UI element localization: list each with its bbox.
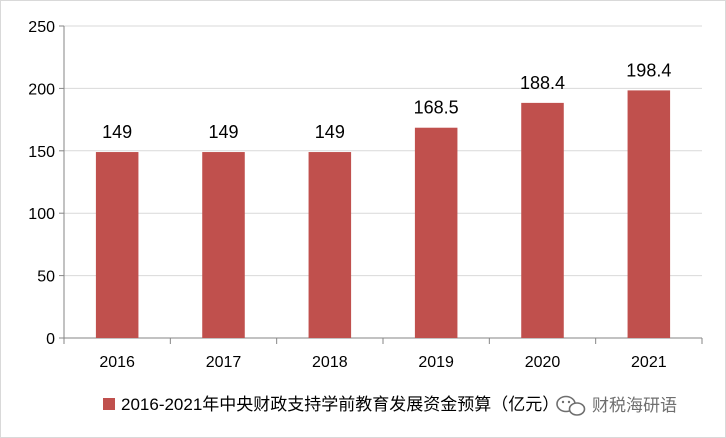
x-tick-label-2017: 2017 bbox=[206, 354, 242, 371]
y-tick-label: 50 bbox=[37, 269, 55, 286]
bar-2018 bbox=[308, 152, 352, 338]
bars bbox=[95, 90, 671, 339]
x-tick-label-2019: 2019 bbox=[418, 354, 454, 371]
y-tick-label: 200 bbox=[28, 81, 55, 98]
x-tick-labels: 2016 2017 2018 2019 2020 2021 bbox=[99, 354, 666, 371]
y-tick-label: 0 bbox=[46, 331, 55, 348]
bar-2017 bbox=[202, 152, 245, 338]
axes bbox=[59, 25, 703, 344]
y-tick-label: 150 bbox=[28, 144, 55, 161]
legend: 2016-2021年中央财政支持学前教育发展资金预算（亿元） bbox=[103, 395, 559, 414]
data-label-2016: 149 bbox=[102, 122, 132, 142]
x-tick-label-2016: 2016 bbox=[99, 354, 135, 371]
y-tick-labels: 0 50 100 150 200 250 bbox=[28, 19, 55, 348]
data-label-2020: 188.4 bbox=[520, 73, 565, 93]
x-tick-label-2018: 2018 bbox=[312, 354, 348, 371]
legend-swatch bbox=[103, 398, 115, 410]
data-labels: 149 149 149 168.5 188.4 198.4 bbox=[102, 60, 671, 142]
data-label-2021: 198.4 bbox=[626, 60, 671, 80]
watermark-text: 财税海研语 bbox=[592, 396, 677, 415]
x-tick-label-2021: 2021 bbox=[631, 354, 667, 371]
wechat-icon bbox=[556, 395, 586, 416]
gridlines bbox=[64, 25, 702, 277]
bar-2016 bbox=[95, 152, 139, 338]
bar-2021 bbox=[627, 90, 671, 339]
legend-series-name: 2016-2021年中央财政支持学前教育发展资金预算（亿元） bbox=[121, 395, 559, 414]
bar-2020 bbox=[521, 102, 564, 338]
y-tick-label: 250 bbox=[28, 19, 55, 36]
y-tick-label: 100 bbox=[28, 206, 55, 223]
watermark: 财税海研语 bbox=[556, 395, 677, 416]
data-label-2018: 149 bbox=[315, 122, 345, 142]
data-label-2019: 168.5 bbox=[414, 98, 459, 118]
x-tick-label-2020: 2020 bbox=[525, 354, 561, 371]
data-label-2017: 149 bbox=[208, 122, 238, 142]
bar-2019 bbox=[414, 127, 458, 338]
